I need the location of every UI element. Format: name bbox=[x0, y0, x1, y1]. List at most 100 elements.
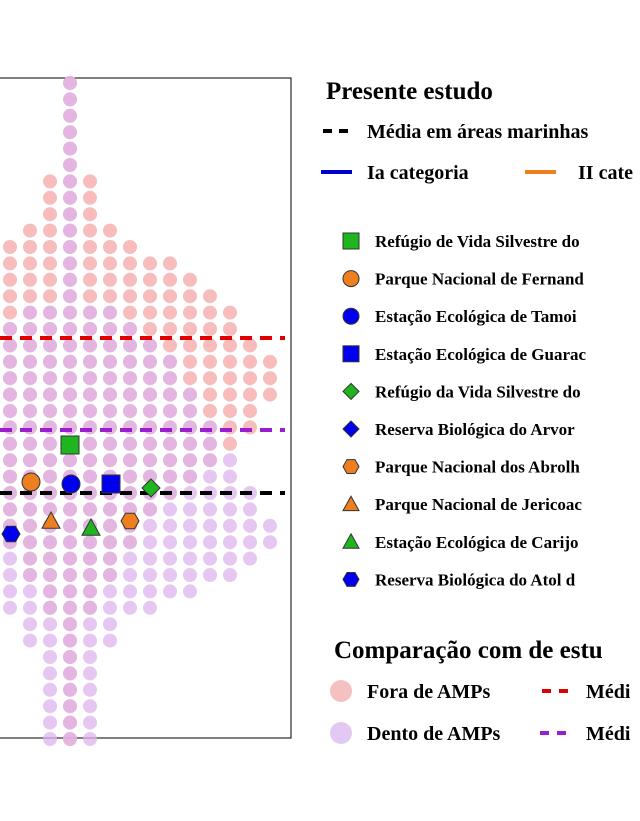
dento-point bbox=[23, 584, 37, 599]
dento-point bbox=[63, 338, 77, 353]
dento-point bbox=[183, 518, 197, 533]
site-legend-marker bbox=[342, 232, 360, 250]
fora-point bbox=[163, 305, 177, 320]
fora-point bbox=[203, 289, 217, 304]
ii-category-label: II cate bbox=[578, 162, 633, 184]
dento-point bbox=[63, 354, 77, 369]
dento-point bbox=[163, 568, 177, 582]
fora-point bbox=[203, 371, 217, 386]
dento-point bbox=[83, 322, 97, 336]
dento-point bbox=[203, 518, 217, 533]
fora-point bbox=[23, 240, 37, 254]
fora-point bbox=[123, 256, 137, 271]
fora-point bbox=[143, 272, 157, 287]
dento-point bbox=[143, 568, 157, 582]
dento-point bbox=[63, 535, 77, 550]
dento-point bbox=[63, 584, 77, 599]
dento-point bbox=[23, 518, 37, 533]
fora-point bbox=[183, 322, 197, 336]
dento-point bbox=[63, 650, 77, 664]
fora-point bbox=[243, 371, 257, 386]
site-marker bbox=[120, 512, 140, 530]
dento-point bbox=[103, 568, 117, 582]
dento-point bbox=[43, 453, 57, 468]
dento-point bbox=[23, 404, 37, 418]
dento-point bbox=[143, 387, 157, 402]
fora-point bbox=[203, 322, 217, 336]
fora-point bbox=[143, 256, 157, 271]
fora-point bbox=[263, 371, 277, 386]
dento-point bbox=[223, 453, 237, 468]
dento-point bbox=[63, 92, 77, 107]
dento-point bbox=[243, 518, 257, 533]
dento-point bbox=[63, 699, 77, 714]
dento-point bbox=[3, 371, 17, 386]
dento-point bbox=[3, 584, 17, 599]
dento-point bbox=[263, 535, 277, 550]
dento-point bbox=[103, 354, 117, 369]
dento-point bbox=[203, 535, 217, 550]
dento-point bbox=[243, 551, 257, 566]
fora-point bbox=[143, 322, 157, 336]
dento-point bbox=[23, 338, 37, 353]
dento-point bbox=[163, 387, 177, 402]
dento-point bbox=[23, 535, 37, 550]
site-legend-label: Parque Nacional de Fernand bbox=[375, 270, 584, 289]
fora-point bbox=[243, 354, 257, 369]
site-legend-label: Parque Nacional de Jericoac bbox=[375, 495, 582, 514]
site-legend-label: Reserva Biológica do Atol d bbox=[375, 570, 576, 589]
site-legend-label: Parque Nacional dos Abrolh bbox=[375, 458, 580, 477]
dento-point bbox=[23, 387, 37, 402]
dento-point bbox=[63, 125, 77, 140]
dento-point bbox=[103, 305, 117, 320]
dento-point bbox=[83, 600, 97, 615]
site-legend-marker bbox=[342, 307, 360, 325]
site-marker bbox=[41, 510, 61, 529]
dento-point bbox=[3, 436, 17, 451]
dento-point bbox=[23, 322, 37, 336]
site-legend-label: Estação Ecológica de Carijo bbox=[375, 533, 579, 552]
dento-point bbox=[143, 535, 157, 550]
fora-swatch bbox=[330, 680, 352, 702]
dento-point bbox=[83, 699, 97, 714]
fora-point bbox=[83, 223, 97, 238]
fora-point bbox=[23, 289, 37, 304]
dento-point bbox=[63, 108, 77, 123]
dento-point bbox=[143, 404, 157, 418]
fora-point bbox=[203, 404, 217, 418]
dento-point bbox=[63, 76, 77, 90]
dento-point bbox=[3, 453, 17, 468]
site-legend-label: Reserva Biológica do Arvor bbox=[375, 420, 575, 439]
dento-point bbox=[243, 502, 257, 517]
legend-title-comparacao: Comparação com de estu bbox=[334, 637, 603, 664]
site-legend-marker bbox=[342, 459, 360, 475]
dento-point bbox=[43, 666, 57, 681]
dento-point bbox=[3, 568, 17, 582]
dento-point bbox=[63, 371, 77, 386]
dento-point bbox=[143, 436, 157, 451]
site-legend-label: Estação Ecológica de Guarac bbox=[375, 345, 587, 364]
dento-point bbox=[163, 551, 177, 566]
dento-point bbox=[123, 338, 137, 353]
dento-point bbox=[223, 535, 237, 550]
dento-point bbox=[143, 584, 157, 599]
fora-point bbox=[183, 354, 197, 369]
dento-point bbox=[43, 699, 57, 714]
fora-point bbox=[203, 338, 217, 353]
fora-point bbox=[83, 256, 97, 271]
dento-point bbox=[63, 322, 77, 336]
dento-point bbox=[83, 666, 97, 681]
dento-point bbox=[143, 354, 157, 369]
dento-point bbox=[143, 502, 157, 517]
dento-point bbox=[103, 436, 117, 451]
fora-point bbox=[3, 305, 17, 320]
dento-point bbox=[23, 354, 37, 369]
dento-point bbox=[83, 354, 97, 369]
dento-point bbox=[103, 551, 117, 566]
dento-point bbox=[83, 338, 97, 353]
fora-point bbox=[223, 436, 237, 451]
dento-point bbox=[183, 453, 197, 468]
dento-point bbox=[123, 584, 137, 599]
dento-point bbox=[43, 469, 57, 484]
